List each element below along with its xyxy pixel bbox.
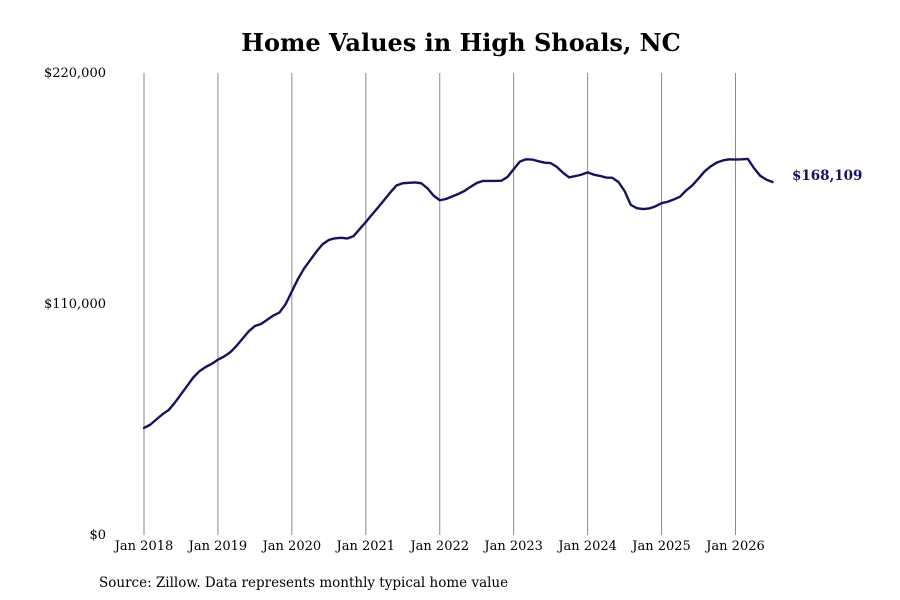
x-tick-label: Jan 2020 xyxy=(261,539,322,554)
y-axis-tick-labels: $0 $110,000 $220,000 xyxy=(44,66,106,543)
y-tick-label: $110,000 xyxy=(44,297,106,312)
x-tick-label: Jan 2025 xyxy=(630,539,691,554)
x-tick-label: Jan 2026 xyxy=(704,539,765,554)
x-tick-label: Jan 2022 xyxy=(408,539,469,554)
x-tick-label: Jan 2019 xyxy=(187,539,248,554)
vertical-gridlines xyxy=(143,73,736,535)
end-value-label: $168,109 xyxy=(792,168,862,184)
y-tick-label: $0 xyxy=(89,528,106,543)
x-tick-label: Jan 2024 xyxy=(556,539,617,554)
x-axis-tick-labels: Jan 2018 Jan 2019 Jan 2020 Jan 2021 Jan 2022… xyxy=(113,539,765,554)
x-tick-label: Jan 2023 xyxy=(482,539,543,554)
y-tick-label: $220,000 xyxy=(44,66,106,81)
source-note: Source: Zillow. Data represents monthly … xyxy=(99,575,508,591)
x-tick-label: Jan 2021 xyxy=(335,539,396,554)
x-tick-label: Jan 2018 xyxy=(113,539,174,554)
chart-title: Home Values in High Shoals, NC xyxy=(241,28,680,57)
series-line-home-value xyxy=(142,157,774,430)
